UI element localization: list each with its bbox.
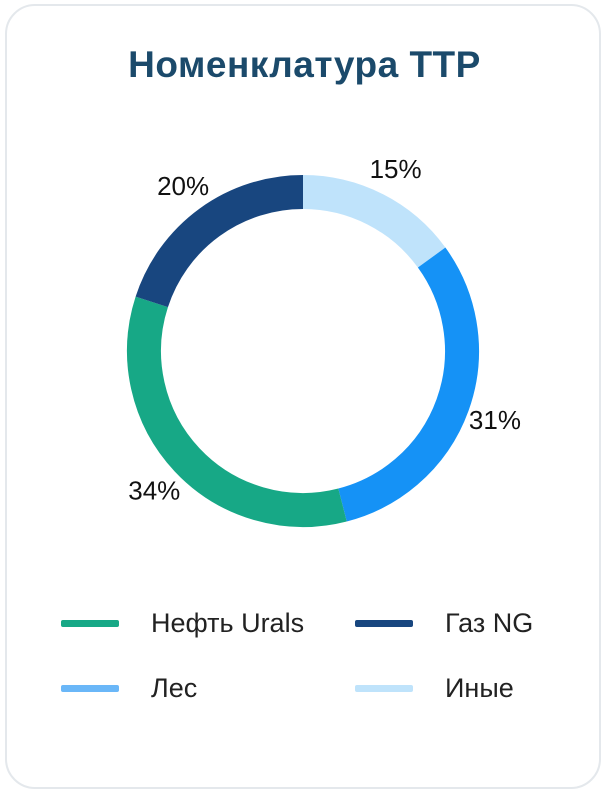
slice-other: [302, 175, 446, 268]
legend-label-other: Иные: [445, 673, 514, 703]
slice-label-forest: 31%: [469, 405, 521, 435]
slice-forest: [338, 247, 479, 522]
legend-item-other: Иные: [355, 673, 514, 704]
legend-swatch-gas: [355, 620, 413, 627]
legend-label-forest: Лес: [151, 673, 198, 703]
legend-item-oil: Нефть Urals: [61, 608, 304, 639]
slice-oil: [127, 296, 347, 527]
chart-card: [5, 4, 601, 789]
slice-gas: [135, 175, 304, 308]
chart-title: Номенклатура ТТР: [128, 44, 481, 85]
slice-label-oil: 34%: [128, 476, 180, 506]
legend-swatch-oil: [61, 620, 119, 627]
legend-swatch-other: [355, 685, 413, 692]
legend-swatch-forest: [61, 685, 119, 692]
legend-label-oil: Нефть Urals: [151, 608, 305, 638]
legend-item-gas: Газ NG: [355, 608, 533, 639]
slice-label-gas: 20%: [157, 171, 209, 201]
slice-label-other: 15%: [370, 154, 422, 184]
legend-label-gas: Газ NG: [445, 608, 534, 638]
legend-item-forest: Лес: [61, 673, 197, 704]
